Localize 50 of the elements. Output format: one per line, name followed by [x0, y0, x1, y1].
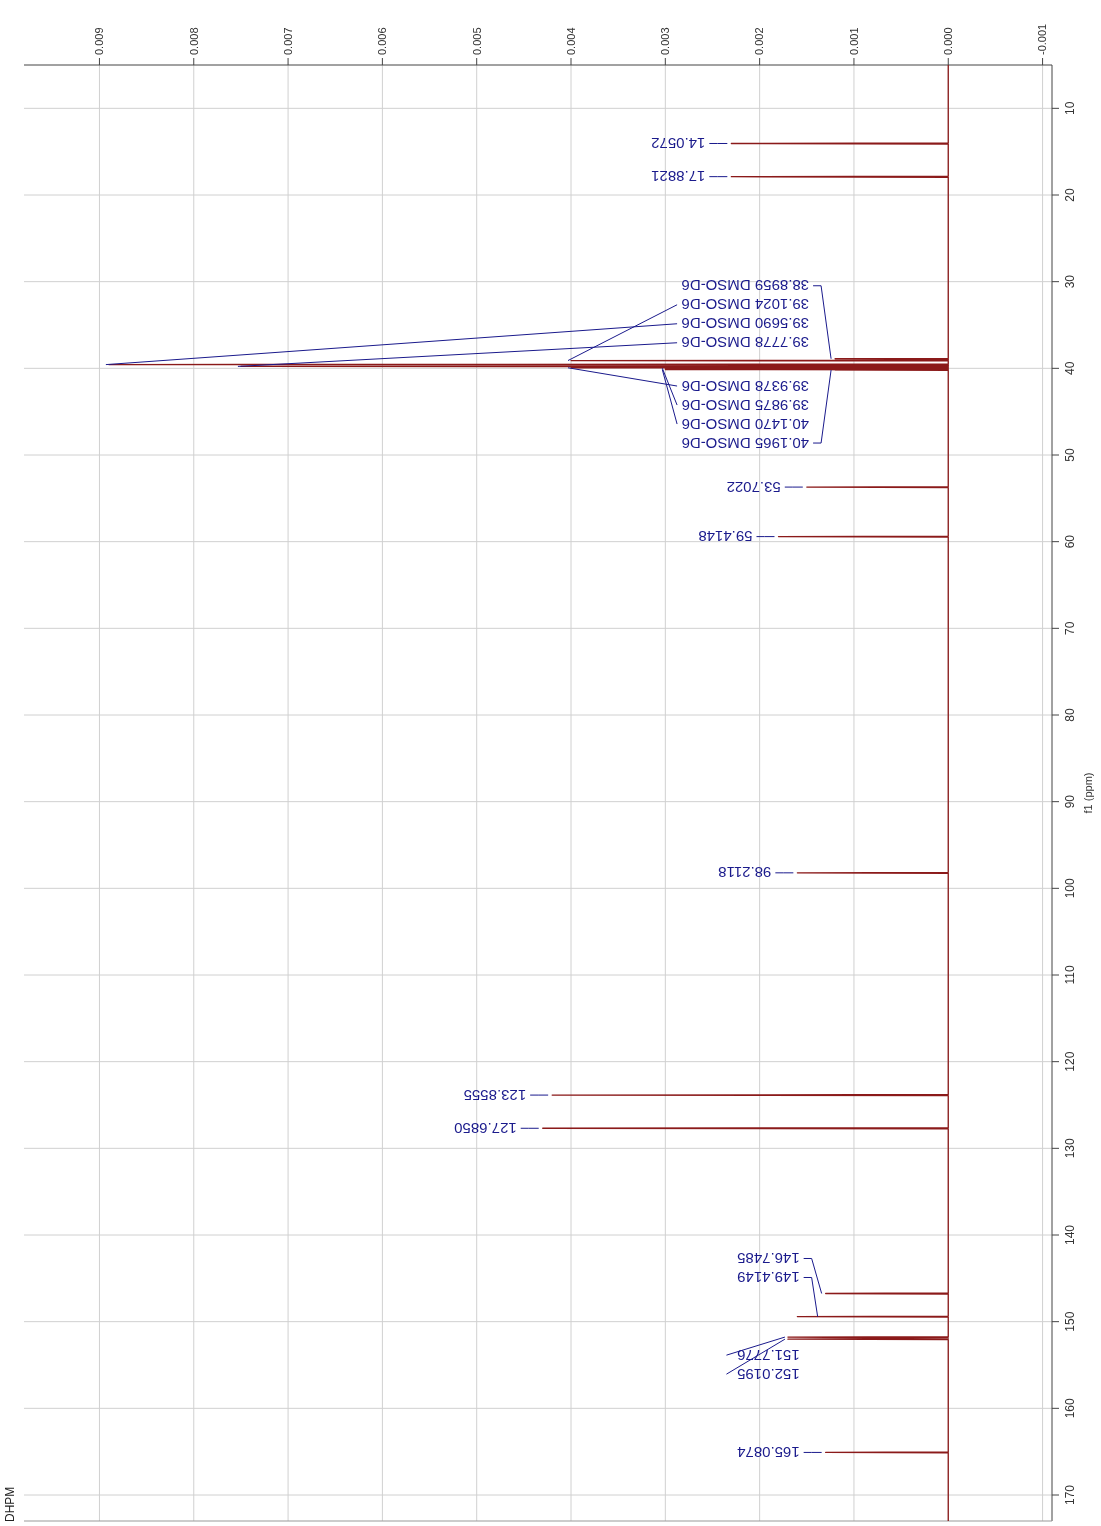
annotation: 39.5690 DMSO-D6: [681, 315, 810, 333]
y-tick-label: 120: [1063, 1051, 1077, 1072]
annotation: 53.7022: [726, 478, 781, 496]
annotation: 17.8821: [651, 168, 706, 186]
y-tick-label: 80: [1063, 708, 1077, 722]
x-tick-label: 0.001: [847, 27, 860, 55]
text: DHPM: [3, 1486, 17, 1522]
y-tick-label: 160: [1063, 1398, 1077, 1419]
annotation: 39.9378 DMSO-D6: [681, 377, 810, 395]
y-tick-label: 170: [1063, 1484, 1077, 1506]
y-tick-label: 70: [1063, 621, 1077, 636]
annotation: 127.6850: [454, 1119, 517, 1137]
annotation: 151.7776: [737, 1346, 800, 1364]
annotation: 14.0572: [651, 135, 706, 152]
x-tick-label: 0.002: [753, 27, 766, 55]
x-tick-label: 0.007: [281, 27, 294, 55]
annotation: 146.7485: [737, 1249, 800, 1267]
y-tick-label: 40: [1063, 361, 1077, 376]
x-tick-label: 0.008: [187, 27, 200, 55]
annotation: 40.1470 DMSO-D6: [681, 415, 810, 433]
annotation: 40.1965 DMSO-D6: [681, 434, 810, 452]
annotation: 59.4148: [698, 528, 753, 546]
annotation: 149.4149: [737, 1268, 800, 1286]
y-tick-label: 140: [1063, 1224, 1077, 1246]
annotation: 39.1024 DMSO-D6: [681, 296, 810, 314]
x-tick-label: 0.005: [470, 27, 483, 55]
annotation: 39.9875 DMSO-D6: [681, 396, 810, 414]
y-tick-label: 90: [1063, 794, 1077, 809]
y-tick-label: 130: [1063, 1138, 1077, 1159]
x-tick-label: 0.006: [376, 27, 389, 55]
annotation: 165.0874: [737, 1443, 800, 1461]
annotation: 152.0195: [737, 1365, 800, 1383]
y-tick-label: 100: [1063, 878, 1077, 899]
y-tick-label: 60: [1063, 534, 1077, 549]
annotation: 123.8555: [463, 1086, 527, 1104]
y-axis-title: f1 (ppm): [1082, 772, 1094, 814]
y-tick-label: 10: [1063, 101, 1077, 116]
y-tick-label: 20: [1063, 188, 1077, 202]
x-tick-label: 0.003: [659, 27, 672, 55]
x-tick-label: -0.001: [1036, 23, 1049, 55]
y-tick-label: 110: [1063, 965, 1077, 985]
x-tick-label: 0.004: [564, 27, 577, 55]
x-tick-label: 0.009: [93, 27, 106, 55]
annotation: 98.2118: [718, 864, 772, 882]
x-tick-label: 0.000: [942, 27, 955, 55]
annotation: 39.7778 DMSO-D6: [681, 334, 810, 352]
annotation: 38.8959 DMSO-D6: [681, 277, 810, 295]
y-tick-label: 30: [1063, 274, 1077, 289]
y-tick-label: 150: [1063, 1311, 1077, 1332]
y-tick-label: 50: [1063, 448, 1077, 462]
